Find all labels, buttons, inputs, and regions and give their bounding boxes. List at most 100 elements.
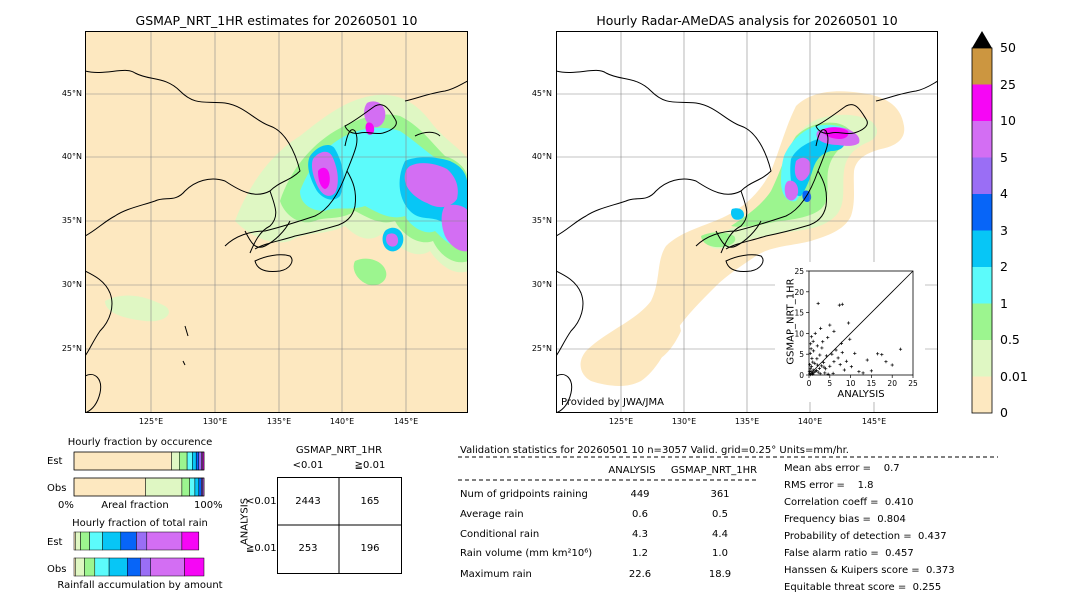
scatter-point (811, 349, 816, 353)
scatter-point (809, 347, 813, 351)
validation-row-label: Num of gridpoints raining (460, 489, 588, 500)
fraction-segment (89, 531, 103, 551)
validation-row-analysis: 449 (630, 489, 650, 500)
occurrence-axis-left: 0% (58, 500, 74, 511)
validation-row-analysis: 0.6 (632, 509, 648, 520)
validation-row-analysis: 22.6 (628, 569, 652, 580)
total-obs-label: Obs (47, 564, 67, 575)
validation-row-gsmap: 18.9 (708, 569, 732, 580)
score-line: Mean abs error = 0.7 (784, 463, 900, 474)
scatter-point (846, 321, 851, 325)
lon-label: 135°E (266, 417, 292, 426)
fraction-segment (184, 557, 205, 577)
fraction-segment (80, 531, 90, 551)
lon-label: 140°E (797, 417, 823, 426)
y-tick-label: 10 (794, 329, 804, 338)
validation-dividers (458, 456, 998, 481)
scatter-point (834, 348, 838, 352)
scatter-point (826, 335, 830, 340)
colorbar-label: 2 (1000, 259, 1008, 274)
fraction-segment (84, 557, 96, 577)
lat-label: 40°N (61, 152, 82, 161)
contingency-grid (277, 477, 402, 574)
scatter-point (831, 371, 835, 375)
fraction-segment (75, 531, 81, 551)
scatter-point (807, 369, 812, 373)
scatter-point (816, 370, 820, 374)
fraction-frame (73, 451, 205, 471)
validation-row-analysis: 1.2 (632, 548, 648, 559)
colorbar-label: 25 (1000, 76, 1016, 92)
scatter-point (826, 372, 830, 376)
fraction-segment (73, 451, 172, 471)
scatter-point (811, 339, 815, 343)
colorbar-segment (972, 230, 992, 267)
fraction-segment (181, 477, 190, 497)
total-bars (73, 531, 205, 577)
contingency-cell: 196 (360, 543, 380, 554)
occurrence-axis-right: 100% (194, 500, 223, 511)
lon-label: 145°E (393, 417, 419, 426)
colorbar-label: 5 (1000, 149, 1008, 165)
validation-row-gsmap: 1.0 (712, 548, 728, 559)
scatter-point (876, 352, 880, 356)
validation-row-label: Rain volume (mm km²10⁶) (460, 548, 593, 559)
fraction-segment (198, 477, 202, 497)
fraction-segment (189, 477, 196, 497)
validation-col-gsmap: GSMAP_NRT_1HR (670, 465, 758, 476)
validation-row-gsmap: 4.4 (712, 529, 728, 540)
lat-label: 45°N (531, 89, 552, 98)
total-title: Hourly fraction of total rain (72, 518, 208, 529)
score-line: Frequency bias = 0.804 (784, 514, 906, 525)
colorbar-label: 0.5 (1000, 332, 1020, 347)
scatter-point (869, 369, 873, 373)
scatter-point (811, 368, 815, 372)
scatter-point (824, 354, 829, 358)
scatter-point (842, 368, 846, 372)
score-line: RMS error = 1.8 (784, 480, 874, 491)
occurrence-est-label: Est (47, 456, 63, 467)
scatter-point (823, 371, 827, 375)
lon-label: 125°E (138, 417, 164, 426)
y-tick-label: 5 (799, 350, 804, 359)
colorbar-extend-arrow (972, 31, 992, 48)
fraction-segment (181, 531, 200, 551)
validation-header: Validation statistics for 20260501 10 n=… (460, 445, 849, 456)
validation-row-gsmap: 361 (710, 489, 730, 500)
scatter-point (815, 363, 819, 367)
fraction-segment (195, 451, 200, 471)
contingency-title: GSMAP_NRT_1HR (295, 445, 383, 456)
scatter-point (808, 363, 812, 367)
x-tick-label: 10 (846, 379, 856, 388)
scatter-point (821, 360, 826, 365)
scatter-point (819, 326, 823, 331)
fraction-segment (179, 451, 188, 471)
validation-col-analysis: ANALYSIS (608, 465, 656, 476)
colorbar-segment (972, 267, 992, 304)
scatter-ylabel: GSMAP_NRT_1HR (785, 278, 797, 365)
contingency-row-lt: <0.01 (246, 496, 277, 507)
scatter-point (848, 337, 852, 341)
scatter-point (809, 335, 814, 339)
occurrence-title: Hourly fraction by occurence (67, 437, 213, 448)
occurrence-axis-mid: Areal fraction (101, 500, 169, 511)
fraction-segment (171, 451, 180, 471)
score-line: Hanssen & Kuipers score = 0.373 (784, 565, 955, 576)
score-line: False alarm ratio = 0.457 (784, 548, 914, 559)
precip-field-left (105, 94, 468, 322)
scatter-point (890, 363, 894, 367)
precip-field-right (580, 91, 905, 386)
lat-label: 25°N (61, 344, 82, 353)
fraction-segment (120, 531, 137, 551)
scatter-point (815, 344, 819, 348)
colorbar (971, 31, 993, 414)
x-tick-label: 25 (908, 379, 918, 388)
contingency-row-ge: ≧0.01 (246, 543, 277, 554)
colorbar-segment (972, 48, 992, 85)
lon-label: 135°E (734, 417, 760, 426)
scatter-point (811, 372, 815, 376)
total-est-label: Est (47, 537, 63, 548)
scatter-point (820, 346, 824, 350)
fraction-segment (108, 557, 128, 577)
scatter-point (857, 370, 861, 374)
